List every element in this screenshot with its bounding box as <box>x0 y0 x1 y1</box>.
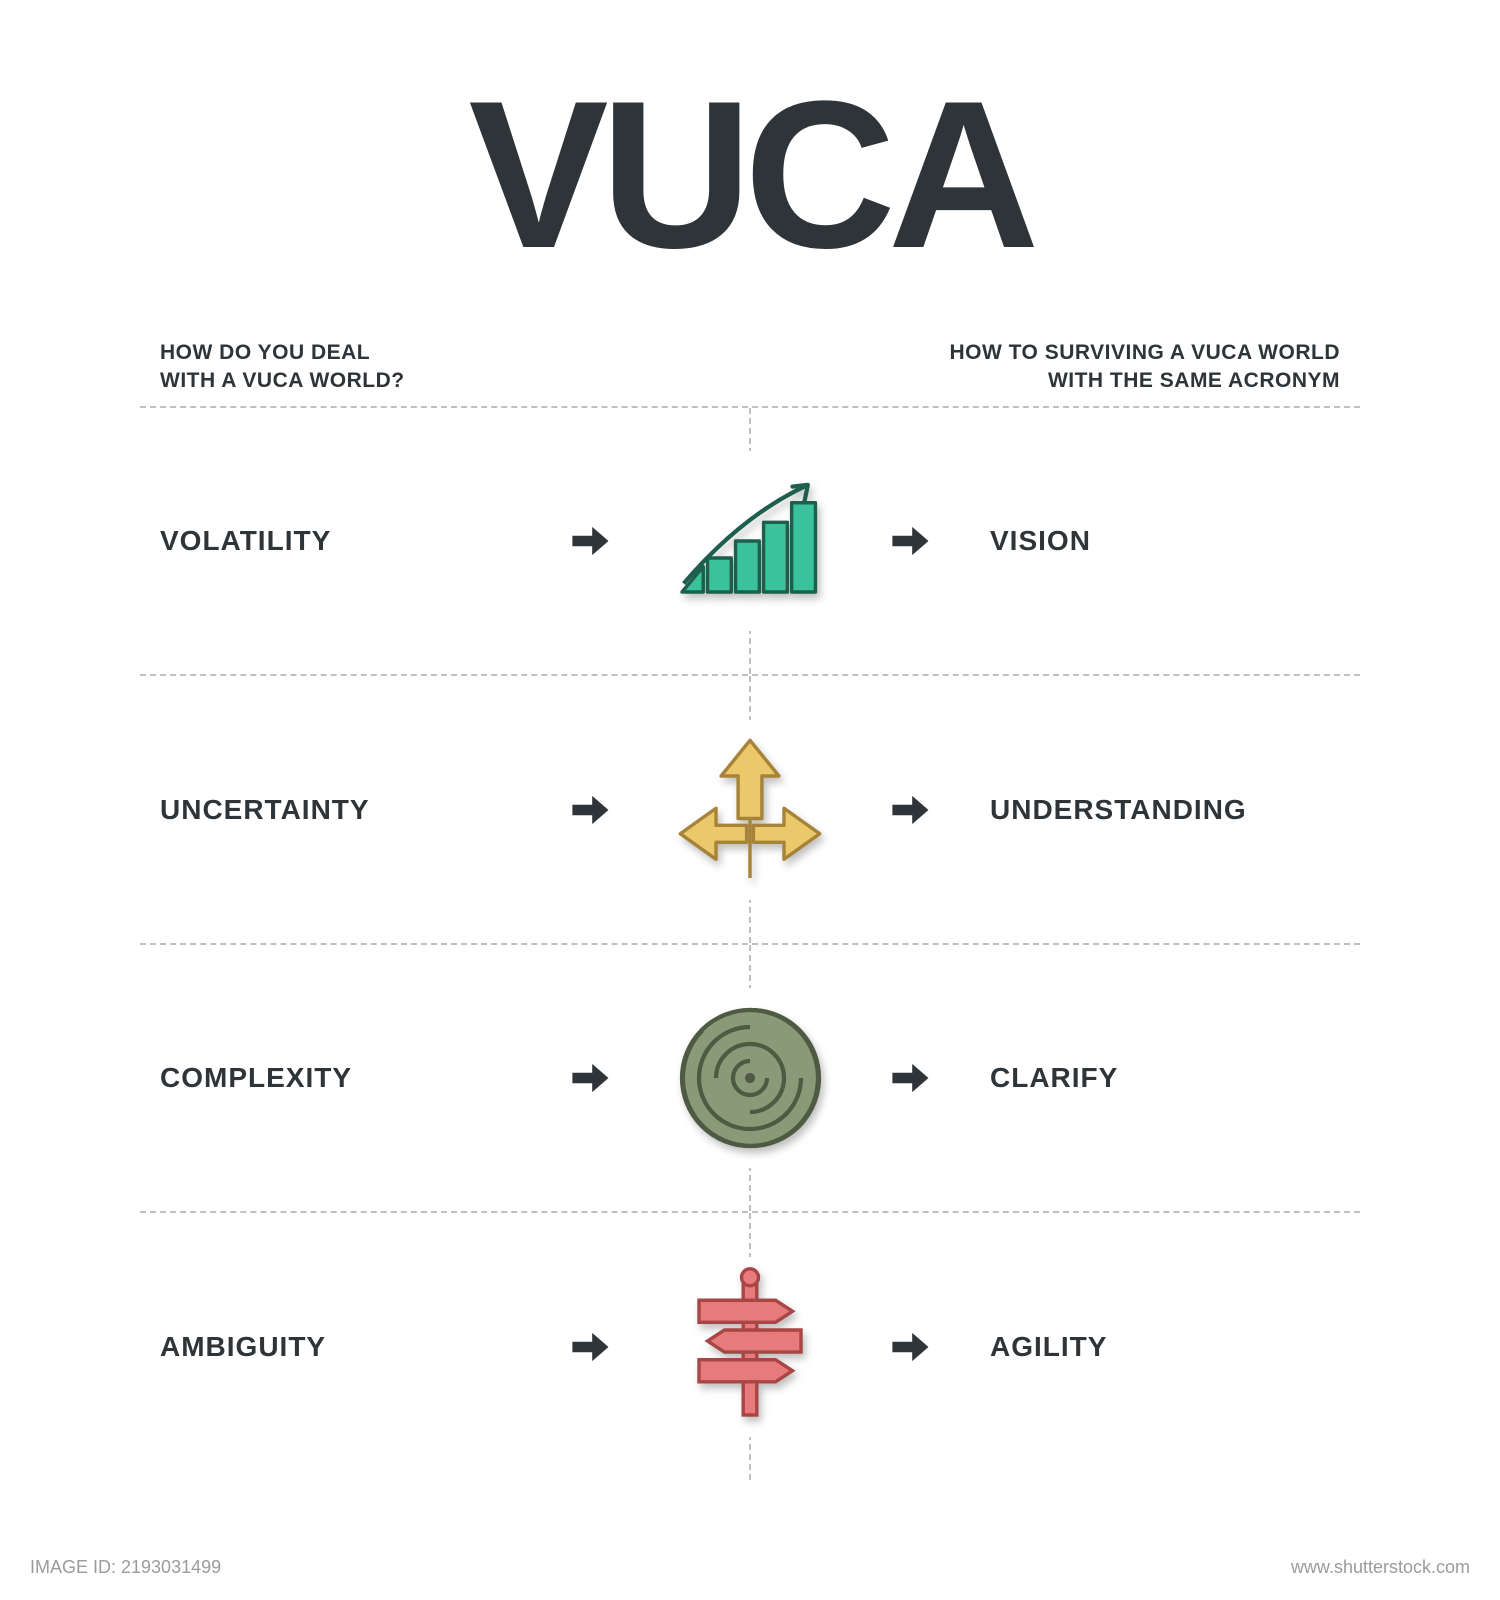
arrow-right-icon <box>870 519 950 563</box>
arrow-right-icon <box>550 1056 630 1100</box>
arrow-right-icon <box>870 788 950 832</box>
footer: IMAGE ID: 2193031499 www.shutterstock.co… <box>0 1557 1500 1578</box>
row-label-left: COMPLEXITY <box>140 1062 550 1094</box>
row-label-right: VISION <box>950 525 1360 557</box>
three-arrows-icon <box>630 720 870 900</box>
maze-icon <box>630 988 870 1168</box>
rows-container: VOLATILITY VISIONUNCERTAINTY UNDERSTANDI… <box>140 406 1360 1480</box>
signpost-icon <box>630 1257 870 1437</box>
row-label-right: CLARIFY <box>950 1062 1360 1094</box>
arrow-right-icon <box>550 519 630 563</box>
header-right: HOW TO SURVIVING A VUCA WORLDWITH THE SA… <box>870 339 1360 396</box>
table-row: AMBIGUITY AGILITY <box>140 1211 1360 1480</box>
row-label-left: AMBIGUITY <box>140 1331 550 1363</box>
arrow-right-icon <box>870 1056 950 1100</box>
infographic-canvas: VUCA HOW DO YOU DEALWITH A VUCA WORLD? H… <box>0 0 1500 1600</box>
footer-image-id: IMAGE ID: 2193031499 <box>30 1557 221 1578</box>
row-label-right: AGILITY <box>950 1331 1360 1363</box>
arrow-right-icon <box>550 1325 630 1369</box>
table-row: COMPLEXITY CLARIFY <box>140 943 1360 1212</box>
footer-source: www.shutterstock.com <box>1291 1557 1470 1578</box>
header-left: HOW DO YOU DEALWITH A VUCA WORLD? <box>140 339 630 396</box>
main-title: VUCA <box>140 80 1360 269</box>
table-row: UNCERTAINTY UNDERSTANDING <box>140 674 1360 943</box>
row-label-left: UNCERTAINTY <box>140 794 550 826</box>
table-row: VOLATILITY VISION <box>140 406 1360 675</box>
column-headers: HOW DO YOU DEALWITH A VUCA WORLD? HOW TO… <box>140 339 1360 396</box>
arrow-right-icon <box>550 788 630 832</box>
row-label-right: UNDERSTANDING <box>950 794 1360 826</box>
growth-chart-icon <box>630 451 870 631</box>
arrow-right-icon <box>870 1325 950 1369</box>
row-label-left: VOLATILITY <box>140 525 550 557</box>
